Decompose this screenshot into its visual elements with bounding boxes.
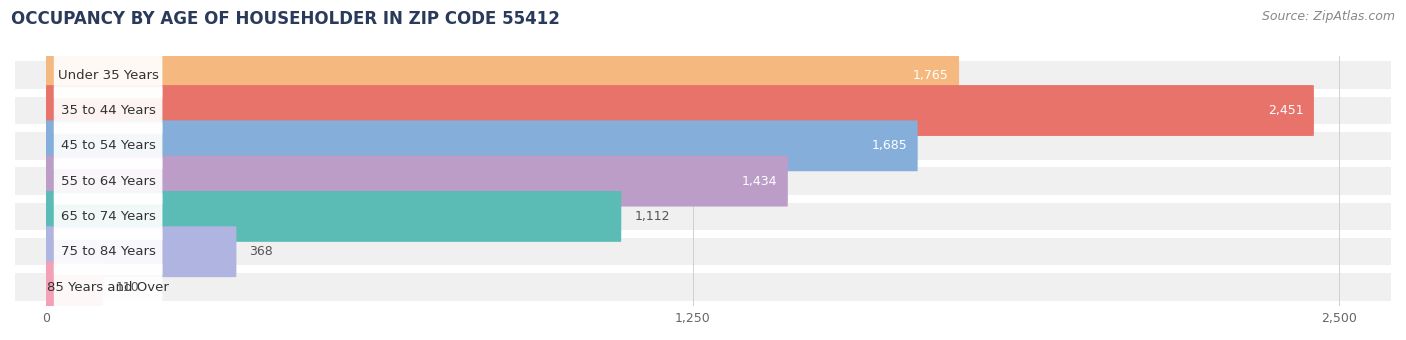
FancyBboxPatch shape: [53, 122, 163, 169]
Text: 110: 110: [115, 280, 139, 293]
FancyBboxPatch shape: [53, 193, 163, 240]
Text: 2,451: 2,451: [1268, 104, 1303, 117]
Text: 45 to 54 Years: 45 to 54 Years: [60, 139, 156, 152]
Bar: [15, 132, 1391, 159]
Text: 1,765: 1,765: [912, 69, 949, 82]
Text: 368: 368: [249, 245, 273, 258]
Text: OCCUPANCY BY AGE OF HOUSEHOLDER IN ZIP CODE 55412: OCCUPANCY BY AGE OF HOUSEHOLDER IN ZIP C…: [11, 10, 560, 28]
Bar: [15, 238, 1391, 266]
FancyBboxPatch shape: [53, 52, 163, 99]
FancyBboxPatch shape: [46, 50, 959, 101]
FancyBboxPatch shape: [46, 226, 236, 277]
FancyBboxPatch shape: [53, 228, 163, 275]
Text: 65 to 74 Years: 65 to 74 Years: [60, 210, 156, 223]
FancyBboxPatch shape: [46, 156, 787, 206]
Bar: [15, 97, 1391, 124]
FancyBboxPatch shape: [46, 261, 103, 312]
Bar: [15, 203, 1391, 230]
Text: Under 35 Years: Under 35 Years: [58, 69, 159, 82]
FancyBboxPatch shape: [46, 120, 918, 171]
FancyBboxPatch shape: [53, 158, 163, 204]
Text: 35 to 44 Years: 35 to 44 Years: [60, 104, 156, 117]
Bar: [15, 167, 1391, 195]
Text: 55 to 64 Years: 55 to 64 Years: [60, 175, 156, 188]
Text: Source: ZipAtlas.com: Source: ZipAtlas.com: [1261, 10, 1395, 23]
Text: 75 to 84 Years: 75 to 84 Years: [60, 245, 156, 258]
Text: 1,434: 1,434: [742, 175, 778, 188]
Bar: [15, 273, 1391, 301]
FancyBboxPatch shape: [53, 87, 163, 134]
FancyBboxPatch shape: [53, 264, 163, 310]
FancyBboxPatch shape: [46, 85, 1315, 136]
Text: 1,685: 1,685: [872, 139, 907, 152]
Bar: [15, 62, 1391, 89]
FancyBboxPatch shape: [46, 191, 621, 242]
Text: 1,112: 1,112: [634, 210, 669, 223]
Text: 85 Years and Over: 85 Years and Over: [48, 280, 169, 293]
